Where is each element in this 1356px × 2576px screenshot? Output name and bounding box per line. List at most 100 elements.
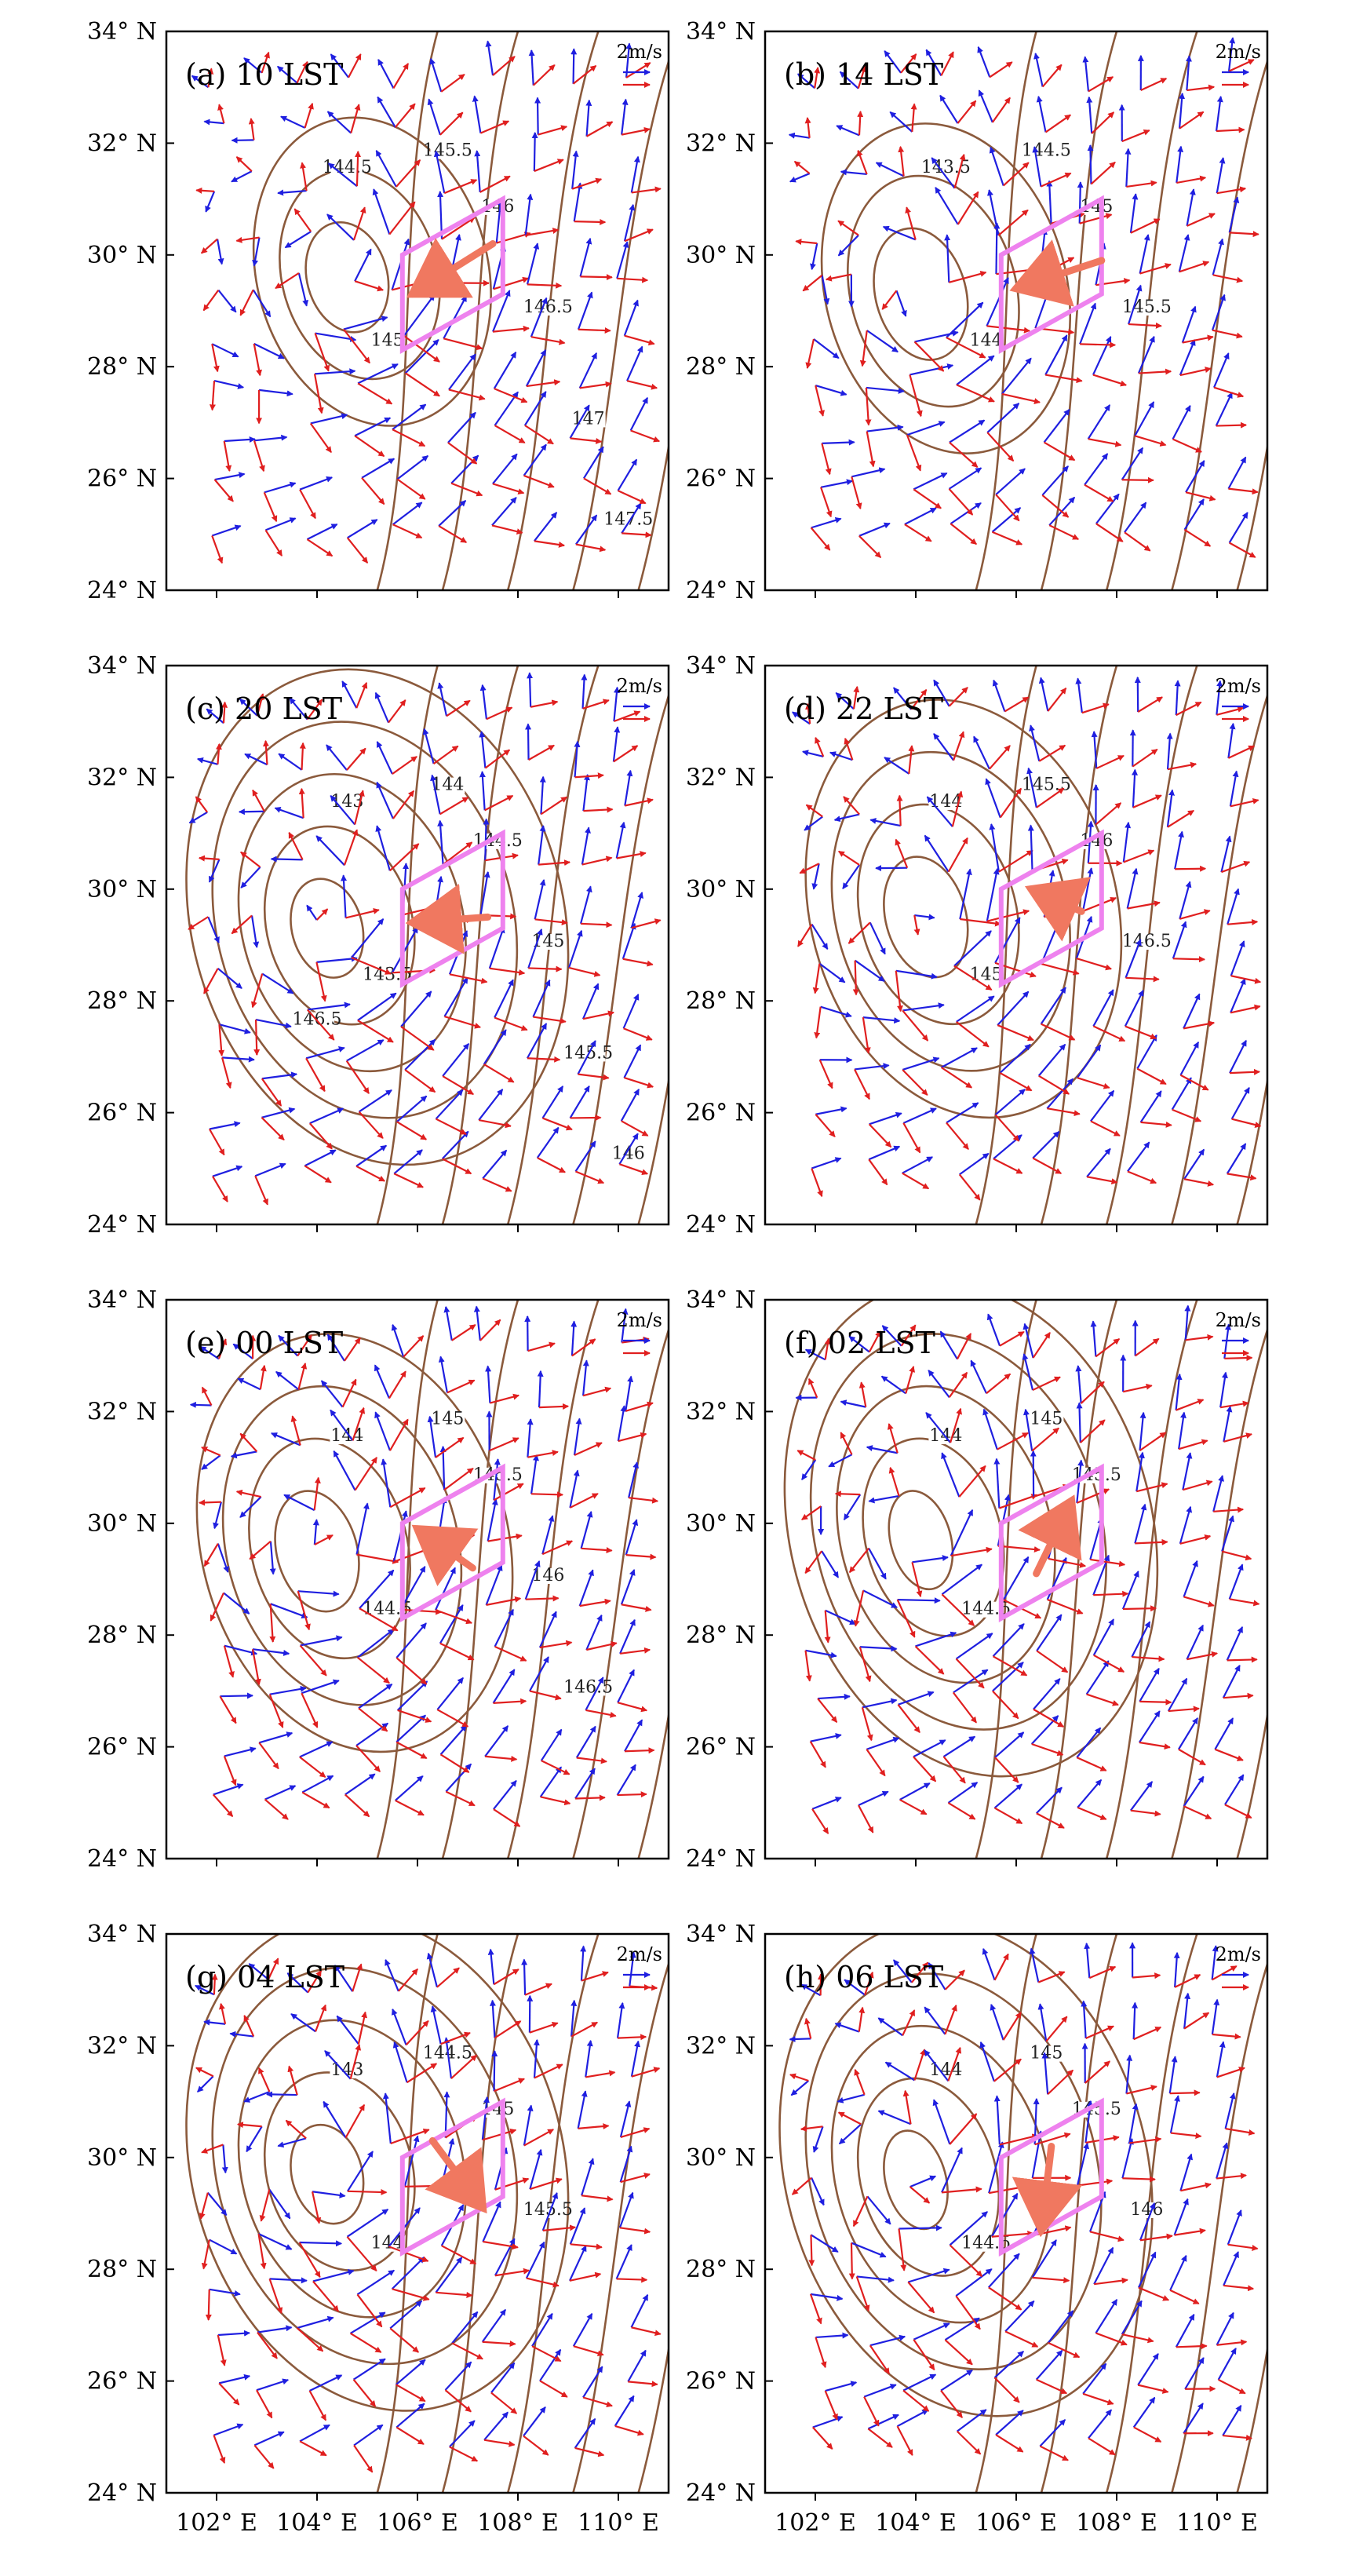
wind-vector-blue (821, 1550, 840, 1578)
wind-vector-blue (818, 962, 846, 983)
wind-vector-blue (1135, 1451, 1145, 1492)
wind-vector-blue (1221, 1515, 1234, 1552)
wind-vector-blue (884, 757, 909, 775)
wind-vector-blue (629, 1951, 636, 1987)
wind-vector-red (624, 1077, 654, 1089)
wind-vector-red (400, 1608, 443, 1615)
wind-vector-red (527, 1056, 561, 1063)
wind-vector-red (986, 325, 1030, 334)
wind-vector-red (258, 1742, 279, 1770)
wind-vector-blue (269, 2277, 308, 2284)
wind-vector-red (1227, 745, 1256, 759)
wind-vector-red (403, 1335, 425, 1358)
wind-vector-red (914, 1645, 945, 1675)
y-tick-label: 30° N (87, 1510, 157, 1538)
wind-vector-red (395, 1799, 425, 1816)
wind-vector-blue (1086, 96, 1093, 134)
y-tick-label: 34° N (686, 1921, 756, 1948)
wind-vector-red (1138, 368, 1172, 375)
wind-vector-blue (213, 1783, 244, 1796)
wind-vector-blue (1215, 392, 1233, 427)
legend-scale-label: 2m/s (1216, 1943, 1261, 1965)
wind-vector-blue (997, 991, 1030, 1026)
wind-vector-blue (529, 1656, 549, 1692)
wind-vector-red (814, 67, 821, 89)
wind-vector-red (956, 1021, 990, 1048)
wind-vector-blue (575, 514, 598, 545)
wind-vector-red (909, 374, 923, 418)
wind-vector-red (347, 2188, 388, 2195)
wind-vector-blue (624, 1719, 643, 1752)
contour-ring (856, 803, 1020, 1026)
wind-vector-red (1041, 172, 1072, 188)
wind-vector-red (526, 2277, 560, 2288)
wind-vector-red (435, 1436, 465, 1458)
wind-vector-red (1140, 1121, 1172, 1128)
wind-vector-blue (889, 111, 913, 133)
wind-vector-blue (441, 1130, 469, 1160)
wind-vector-blue (481, 2096, 490, 2140)
wind-vector-blue (1213, 352, 1230, 389)
wind-vector-blue (994, 1089, 1026, 1116)
wind-vector-blue (253, 2431, 285, 2446)
wind-vector-red (436, 2291, 473, 2298)
wind-vector-blue (283, 1494, 315, 1512)
wind-vector-blue (863, 2384, 897, 2398)
wind-vector-red (202, 289, 220, 312)
wind-vector-blue (1043, 409, 1070, 443)
wind-vector-red (267, 1958, 279, 1980)
wind-vector-red (840, 1432, 853, 1455)
contour-label: 146.5 (523, 297, 573, 317)
wind-vector-red (530, 699, 559, 708)
wind-vector-blue (581, 673, 588, 709)
wind-vector-blue (203, 2019, 226, 2026)
wind-vector-red (569, 1493, 599, 1509)
wind-vector-red (248, 118, 255, 140)
wind-vector-blue (1033, 53, 1044, 87)
wind-vector-blue (305, 1046, 345, 1060)
wind-vector-red (392, 524, 423, 539)
y-tick-label: 24° N (87, 577, 157, 604)
wind-vector-blue (239, 698, 258, 717)
wind-vector-red (297, 1590, 311, 1631)
wind-vector-red (815, 385, 825, 417)
wind-vector-red (986, 1373, 1012, 1395)
wind-vector-red (443, 1467, 474, 1491)
wind-vector-red (625, 797, 654, 807)
panel-label: (h) 06 LST (784, 1960, 943, 1994)
wind-vector-red (887, 1423, 899, 1454)
wind-vector-blue (1004, 2300, 1035, 2333)
panel-frame (165, 664, 670, 1226)
wind-vector-blue (493, 351, 517, 389)
wind-vector-red (574, 2446, 605, 2457)
wind-vector-blue (482, 1149, 508, 1180)
wind-vector-red (857, 65, 867, 89)
wind-vector-red (203, 968, 219, 994)
wind-vector-red (235, 1489, 261, 1498)
wind-vector-red (1133, 2426, 1162, 2443)
wind-vector-red (848, 2242, 855, 2280)
wind-vector-red (1086, 1693, 1119, 1706)
wind-vector-blue (254, 1162, 286, 1177)
wind-vector-red (988, 2183, 1032, 2195)
wind-vector-red (1125, 1025, 1157, 1040)
wind-vector-blue (492, 453, 518, 485)
wind-vector-red (992, 1690, 1019, 1720)
wind-vector-blue (224, 1644, 258, 1656)
wind-vector-red (805, 702, 812, 724)
wind-vector-red (211, 1973, 218, 1995)
wind-vector-red (944, 2005, 957, 2035)
wind-vector-red (942, 1756, 966, 1784)
wind-vector-red (253, 1020, 261, 1056)
wind-vector-blue (451, 2311, 479, 2344)
wind-vector-red (396, 2426, 425, 2445)
wind-vector-blue (300, 1635, 343, 1647)
wind-vector-blue (788, 132, 810, 139)
wind-vector-blue (541, 1515, 555, 1555)
wind-vector-blue (396, 1714, 426, 1743)
wind-vector-blue (493, 1779, 517, 1810)
wind-vector-red (572, 64, 597, 85)
wind-vector-red (212, 1793, 234, 1818)
